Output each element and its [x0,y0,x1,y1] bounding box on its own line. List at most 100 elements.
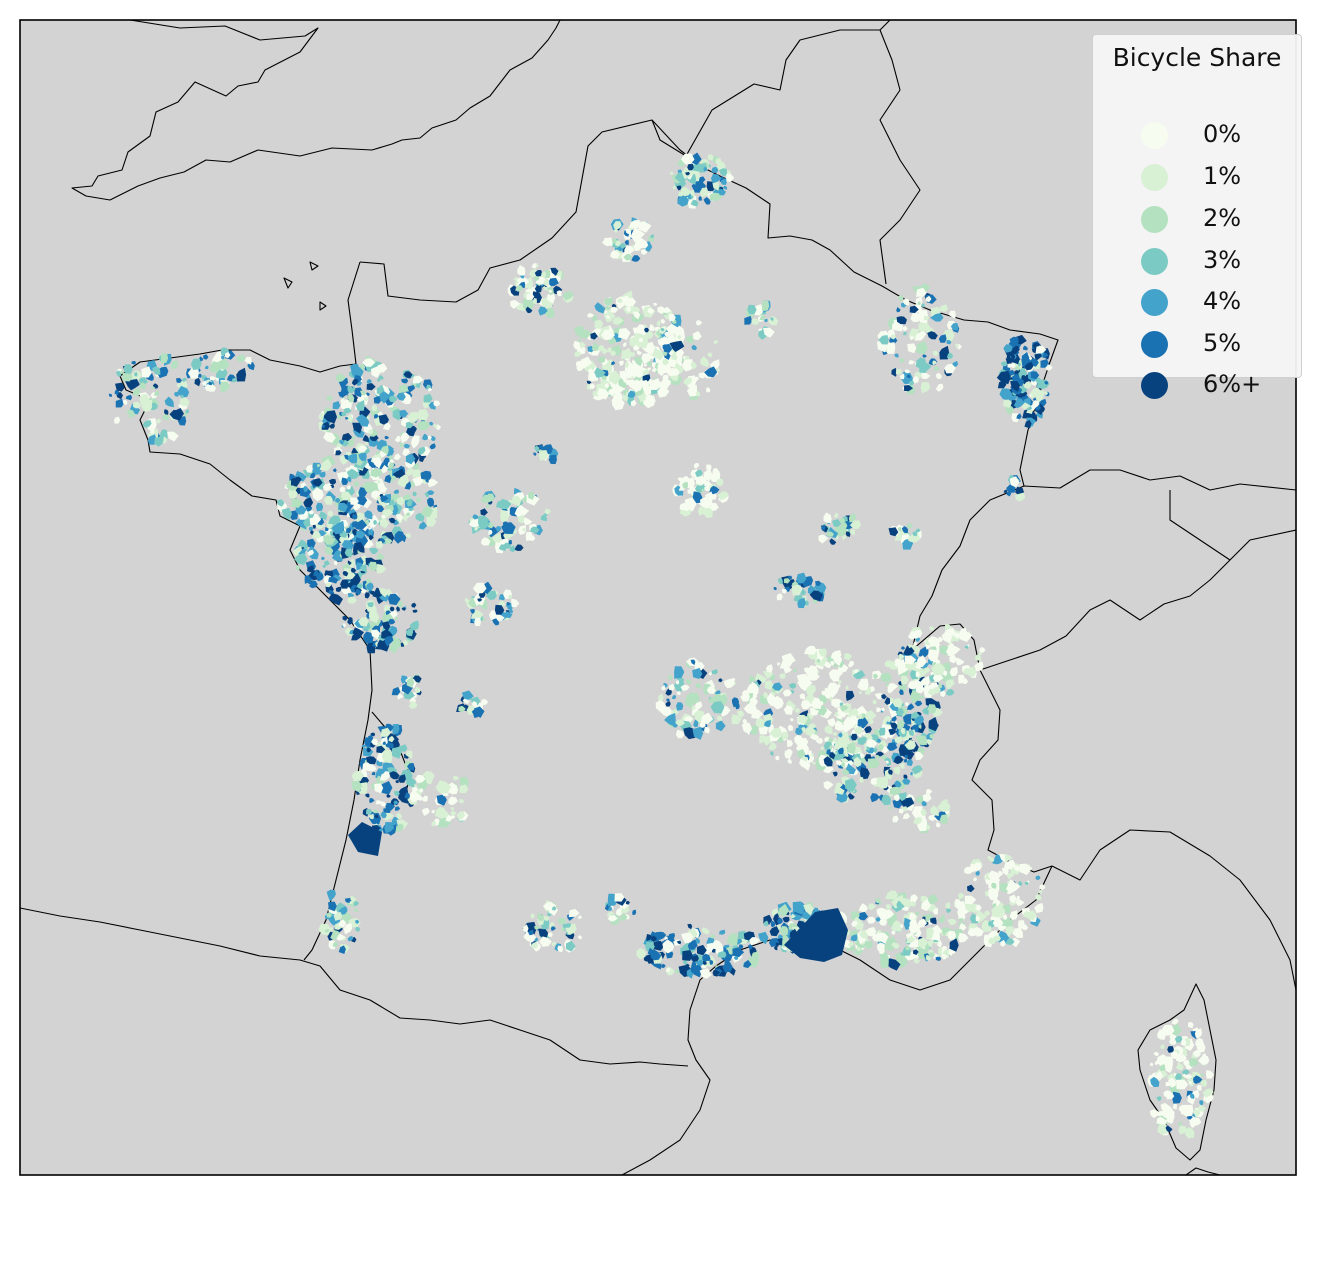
commune-polygon [351,538,357,542]
commune-polygon [845,685,849,690]
commune-polygon [914,714,924,726]
commune-polygon [325,582,332,588]
commune-polygon [1160,1044,1165,1050]
commune-polygon [1011,354,1016,360]
commune-polygon [389,606,395,612]
commune-polygon [356,414,370,427]
commune-polygon [380,781,393,795]
commune-polygon [738,944,744,949]
commune-polygon [405,468,414,477]
commune-polygon [1150,1076,1160,1088]
commune-polygon [607,906,613,911]
commune-polygon [821,524,826,531]
commune-polygon [323,495,333,505]
commune-polygon [888,769,893,775]
commune-polygon [845,531,851,537]
commune-polygon [704,486,711,491]
commune-polygon [853,756,862,768]
commune-polygon [474,617,481,627]
commune-polygon [153,390,160,396]
commune-polygon [412,476,424,487]
commune-polygon [820,701,824,706]
commune-polygon [685,335,693,344]
commune-polygon [383,604,392,613]
commune-polygon [630,399,637,407]
commune-polygon [371,738,378,746]
commune-polygon [681,932,694,944]
commune-polygon [696,944,707,956]
commune-polygon [903,331,907,336]
commune-polygon [938,334,947,343]
commune-polygon [511,598,520,608]
commune-polygon [796,572,807,584]
commune-polygon [706,686,716,694]
commune-polygon [380,495,389,503]
commune-polygon [930,805,939,816]
commune-polygon [612,238,617,244]
commune-polygon [967,863,975,873]
commune-polygon [428,387,433,392]
commune-polygon [498,600,506,607]
commune-polygon [709,192,722,201]
commune-polygon [787,705,792,710]
commune-polygon [384,812,395,820]
commune-polygon [921,706,929,715]
commune-polygon [888,806,892,810]
commune-polygon [1030,371,1040,380]
commune-polygon [1165,1081,1172,1087]
commune-polygon [156,419,162,424]
commune-polygon [218,358,230,370]
commune-polygon [991,905,1006,918]
commune-polygon [775,755,780,761]
commune-polygon [384,474,392,484]
commune-polygon [834,786,845,795]
commune-polygon [770,691,776,698]
commune-polygon [895,368,903,375]
commune-polygon [478,515,490,525]
commune-polygon [699,187,710,198]
commune-polygon [713,340,719,345]
commune-polygon [917,937,928,949]
commune-polygon [342,615,348,621]
commune-polygon [472,609,484,620]
commune-polygon [866,709,873,718]
border-pyrenees [20,907,689,1067]
commune-polygon [1006,394,1012,399]
commune-polygon [860,754,865,758]
commune-polygon [661,963,666,968]
commune-polygon [355,400,365,411]
commune-polygon [751,951,759,963]
commune-polygon [809,590,823,602]
commune-polygon [910,711,920,719]
commune-polygon [759,314,766,321]
commune-polygon [850,934,858,942]
commune-polygon [915,795,923,804]
commune-polygon [1042,352,1049,359]
legend-label: 2% [1203,204,1242,232]
commune-polygon [915,911,920,916]
commune-polygon [749,697,756,704]
commune-polygon [313,492,320,499]
commune-polygon [167,431,179,442]
commune-polygon [508,609,513,614]
commune-polygon [356,583,364,589]
commune-polygon [687,163,694,171]
commune-polygon [530,941,538,949]
commune-polygon [690,659,696,665]
commune-polygon [755,717,767,728]
commune-polygon [322,483,332,491]
commune-polygon [632,909,637,916]
commune-polygon [1022,345,1028,351]
commune-polygon [384,435,389,440]
commune-polygon [782,934,788,941]
commune-polygon [953,669,958,673]
commune-polygon [384,822,394,834]
commune-polygon [892,815,899,823]
commune-polygon [988,857,995,862]
commune-polygon [685,679,692,685]
commune-polygon [1170,1051,1180,1059]
commune-polygon [921,303,925,308]
commune-polygon [1176,1079,1189,1090]
commune-polygon [426,384,432,390]
commune-polygon [975,870,980,876]
